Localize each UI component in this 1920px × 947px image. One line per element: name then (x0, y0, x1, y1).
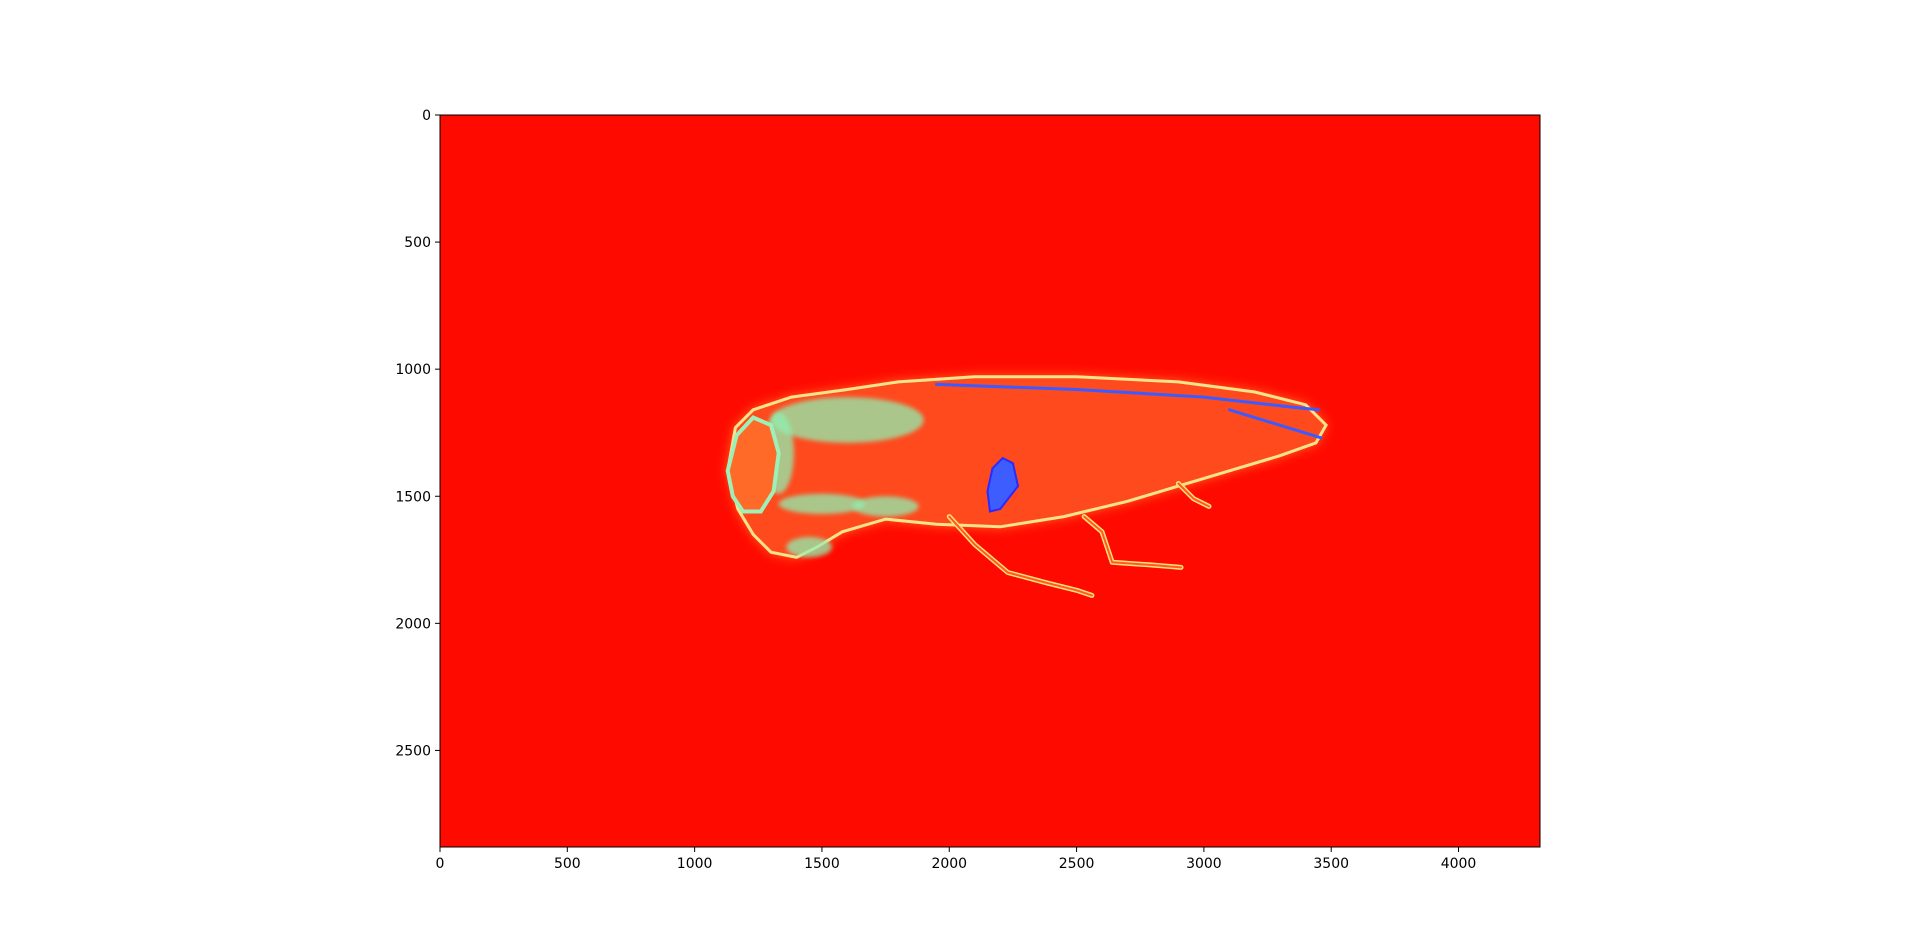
heatmap-subject (725, 375, 1328, 598)
heatmap-dark-spot (986, 456, 1020, 513)
heatmap-cyan-patch (778, 493, 866, 515)
plot-frame (439, 114, 1541, 848)
y-tick-label: 0 (422, 108, 431, 124)
x-tick-label: 0 (436, 856, 445, 872)
y-axis: 0 500 1000 1500 2000 2500 (395, 108, 440, 759)
x-tick-label: 1000 (677, 856, 713, 872)
heatmap-leg-core (1083, 515, 1182, 569)
heatmap-legs (946, 481, 1212, 598)
heatmap-stripes (935, 382, 1323, 440)
y-tick-label: 2000 (395, 616, 431, 632)
heatmap-cyan-patch (786, 536, 833, 558)
heatmap-leg-core (948, 515, 1093, 597)
x-tick-label: 3000 (1186, 856, 1222, 872)
y-tick-label: 1000 (395, 362, 431, 378)
x-tick-label: 500 (554, 856, 581, 872)
x-tick-label: 2500 (1059, 856, 1095, 872)
y-tick-label: 2500 (395, 743, 431, 759)
heatmap-stripe (935, 382, 1320, 412)
y-tick-label: 1500 (395, 489, 431, 505)
x-tick-label: 2000 (931, 856, 967, 872)
heatmap-stripe (1227, 408, 1323, 440)
heatmap-cyan-patch (852, 496, 919, 517)
x-axis: 0 500 1000 1500 2000 2500 3000 3500 4000 (436, 847, 1477, 872)
y-tick-label: 500 (404, 235, 431, 251)
x-tick-label: 4000 (1441, 856, 1477, 872)
x-tick-label: 1500 (804, 856, 840, 872)
heatmap-cyan-patch (771, 397, 924, 443)
x-tick-label: 3500 (1313, 856, 1349, 872)
heatmap-head (725, 415, 781, 514)
heatmap-leg-core (1177, 482, 1210, 508)
